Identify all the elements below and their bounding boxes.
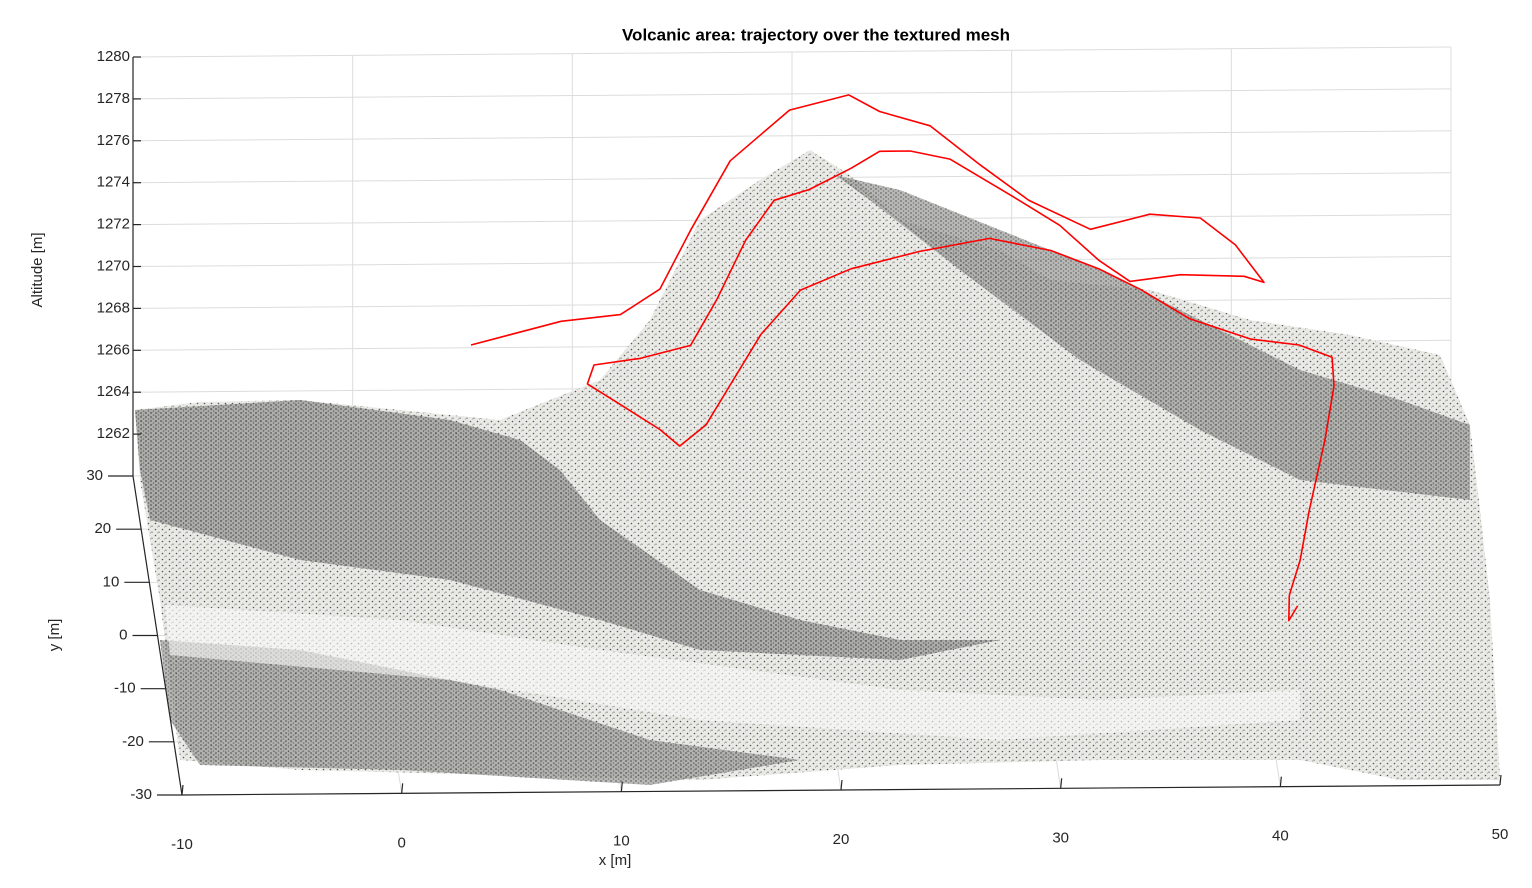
x-tick: [840, 779, 843, 791]
x-tick-label: 40: [1272, 828, 1289, 845]
z-tick-label: 1276: [97, 132, 130, 149]
z-tick-label: 1270: [97, 257, 130, 274]
z-tick-label: 1264: [97, 383, 130, 400]
y-tick-label: 0: [119, 626, 127, 643]
chart-title: Volcanic area: trajectory over the textu…: [622, 25, 1010, 44]
x-tick-label: 0: [397, 834, 405, 851]
z-tick-label: 1274: [97, 174, 130, 191]
y-tick-label: -30: [130, 786, 152, 803]
grid-line: [132, 88, 1452, 100]
x-tick-label: 50: [1492, 826, 1509, 843]
z-tick-label: 1268: [97, 299, 130, 316]
y-tick-label: -10: [114, 680, 136, 697]
grid-line: [132, 130, 1452, 142]
y-tick-label: -20: [122, 733, 144, 750]
trajectory: [470, 94, 1335, 622]
x-tick: [1279, 776, 1282, 787]
z-tick-label: 1280: [97, 48, 130, 65]
y-tick-label: 20: [94, 520, 111, 537]
z-tick-label: 1278: [97, 90, 130, 107]
y-tick-label: 30: [86, 467, 103, 484]
z-tick-label: 1262: [97, 425, 130, 442]
x-tick-label: 10: [613, 833, 630, 850]
x-tick: [1060, 778, 1063, 789]
z-tick-label: 1266: [97, 341, 130, 358]
x-axis-label: x [m]: [599, 852, 632, 869]
z-tick-label: 1272: [97, 216, 130, 233]
x-axis: [181, 784, 1501, 796]
grid-line: [132, 46, 1452, 58]
y-axis: [132, 475, 183, 796]
x-tick: [401, 783, 404, 794]
z-axis-label: Altitude [m]: [29, 232, 46, 307]
x-tick-label: -10: [171, 836, 193, 853]
x-tick-label: 20: [833, 831, 850, 848]
y-tick-label: 10: [103, 573, 120, 590]
mesh: [135, 150, 1500, 785]
x-tick-label: 30: [1052, 829, 1069, 846]
y-axis-label: y [m]: [46, 619, 63, 652]
x-tick: [620, 781, 623, 792]
x-tick: [1499, 774, 1502, 786]
